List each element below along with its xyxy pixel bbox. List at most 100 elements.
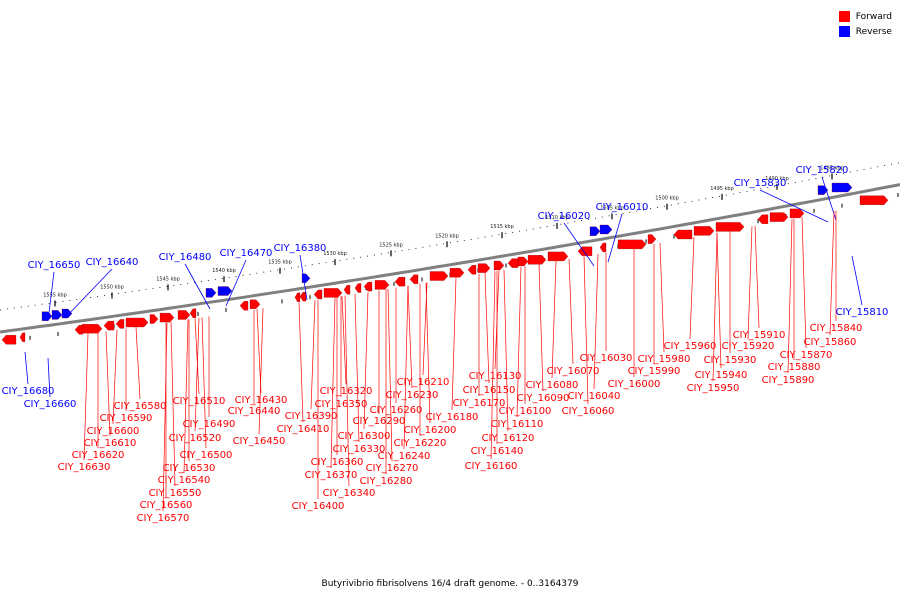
forward-gene-arrow <box>177 310 191 320</box>
forward-gene-label: CIY_16260 <box>370 405 423 416</box>
forward-gene-label: CIY_16060 <box>562 406 615 417</box>
forward-gene-label: CIY_15930 <box>704 355 757 366</box>
forward-leader-line <box>201 317 207 449</box>
forward-leader-line <box>344 295 350 487</box>
scale-tick-label: 1540 kbp <box>212 268 236 274</box>
forward-gene-label: CIY_16540 <box>158 475 211 486</box>
forward-gene-arrow <box>189 308 197 318</box>
forward-gene-label: CIY_16430 <box>235 395 288 406</box>
reverse-leader-line <box>24 351 29 385</box>
forward-gene-arrow <box>149 314 159 324</box>
legend-reverse: Reverse <box>838 24 892 39</box>
reverse-gene-arrow <box>589 226 601 236</box>
reverse-gene-arrow <box>217 286 233 296</box>
forward-leader-line <box>568 258 574 365</box>
label-leader-lines <box>24 176 863 512</box>
forward-gene-label: CIY_16210 <box>397 377 450 388</box>
reverse-gene-arrow <box>831 182 853 193</box>
forward-gene-label: CIY_16090 <box>517 393 570 404</box>
forward-gene-label: CIY_16550 <box>149 488 202 499</box>
forward-leader-line <box>194 317 200 432</box>
forward-gene-label: CIY_15940 <box>695 370 748 381</box>
reverse-gene-label: CIY_16640 <box>86 257 139 268</box>
forward-leader-line <box>583 256 589 405</box>
forward-gene-arrow <box>789 208 805 219</box>
forward-gene-label: CIY_16500 <box>180 450 233 461</box>
reverse-gene-label: CIY_16680 <box>2 386 55 397</box>
forward-gene-label: CIY_15870 <box>780 350 833 361</box>
reverse-gene-arrow <box>599 224 613 235</box>
forward-leader-line <box>425 282 431 424</box>
forward-gene-label: CIY_16270 <box>366 463 419 474</box>
forward-leader-line <box>754 225 760 329</box>
forward-gene-label: CIY_16340 <box>323 488 376 499</box>
scale-tick-label: 1525 kbp <box>379 242 403 248</box>
forward-gene-arrow <box>577 246 593 256</box>
forward-leader-line <box>341 296 347 385</box>
forward-leader-line <box>298 302 304 423</box>
forward-gene-label: CIY_16510 <box>173 396 226 407</box>
forward-gene-label: CIY_16200 <box>404 425 457 436</box>
reverse-gene-arrow <box>205 288 217 298</box>
forward-gene-arrow <box>115 319 125 329</box>
scale-tick-label: 1510 kbp <box>545 215 569 221</box>
forward-gene-label: CIY_16080 <box>526 380 579 391</box>
forward-gene-arrow <box>394 277 406 287</box>
forward-gene-label: CIY_16350 <box>315 399 368 410</box>
scale-tick-label: 1530 kbp <box>323 251 347 257</box>
reverse-leader-line <box>759 189 829 223</box>
forward-gene-label: CIY_15950 <box>687 383 740 394</box>
reverse-leader-line <box>851 255 863 306</box>
forward-gene-label: CIY_15880 <box>768 362 821 373</box>
forward-gene-label: CIY_16000 <box>608 379 661 390</box>
forward-gene-label: CIY_16590 <box>100 413 153 424</box>
forward-gene-label: CIY_16220 <box>394 438 447 449</box>
reverse-leader-line <box>184 263 211 310</box>
forward-gene-label: CIY_15890 <box>762 375 815 386</box>
forward-leader-line <box>194 318 200 395</box>
scale-tick-label: 1550 kbp <box>100 284 124 290</box>
forward-leader-line <box>310 300 316 410</box>
forward-gene-label: CIY_16120 <box>482 433 535 444</box>
forward-gene-arrow <box>294 292 301 303</box>
genome-backbone <box>0 183 900 334</box>
forward-gene-label: CIY_16390 <box>285 411 338 422</box>
forward-gene-arrow <box>477 263 491 273</box>
forward-gene-label: CIY_16320 <box>320 386 373 397</box>
forward-gene-label: CIY_16370 <box>305 470 358 481</box>
forward-gene-label: CIY_16450 <box>233 436 286 447</box>
map-caption: Butyrivibrio fibrisolvens 16/4 draft gen… <box>321 579 579 589</box>
forward-gene-arrow <box>74 325 84 335</box>
forward-gene-label: CIY_16600 <box>87 426 140 437</box>
forward-gene-arrow <box>125 317 149 328</box>
forward-leader-line <box>387 288 393 462</box>
forward-gene-label: CIY_16560 <box>140 500 193 511</box>
legend: Forward Reverse <box>838 9 892 39</box>
forward-gene-label: CIY_16140 <box>471 446 524 457</box>
forward-gene-label: CIY_16150 <box>463 385 516 396</box>
forward-gene-label: CIY_16530 <box>163 463 216 474</box>
forward-gene-label: CIY_16620 <box>72 450 125 461</box>
reverse-leader-line <box>563 222 595 267</box>
forward-leader-line <box>712 232 718 382</box>
forward-gene-label: CIY_16130 <box>469 371 522 382</box>
forward-gene-label: CIY_16630 <box>58 462 111 473</box>
forward-gene-label: CIY_15910 <box>733 330 786 341</box>
reverse-gene-label: CIY_16380 <box>274 243 327 254</box>
reverse-swatch <box>838 26 850 37</box>
forward-gene-label: CIY_16520 <box>169 433 222 444</box>
forward-leader-line <box>551 261 557 379</box>
scale-tick-label: 1535 kbp <box>268 260 292 266</box>
forward-gene-arrow <box>547 251 569 262</box>
reverse-gene-arrow <box>41 311 53 321</box>
forward-gene-arrow <box>159 312 175 323</box>
forward-gene-arrow <box>343 285 351 295</box>
forward-gene-label: CIY_16490 <box>183 419 236 430</box>
backbone-line <box>0 183 900 334</box>
reverse-leader-line <box>47 357 51 398</box>
forward-gene-arrow <box>249 299 261 309</box>
forward-gene-label: CIY_15860 <box>804 337 857 348</box>
forward-gene-label: CIY_16400 <box>292 501 345 512</box>
forward-gene-arrow <box>1 335 17 345</box>
reverse-leader-line <box>47 271 55 322</box>
